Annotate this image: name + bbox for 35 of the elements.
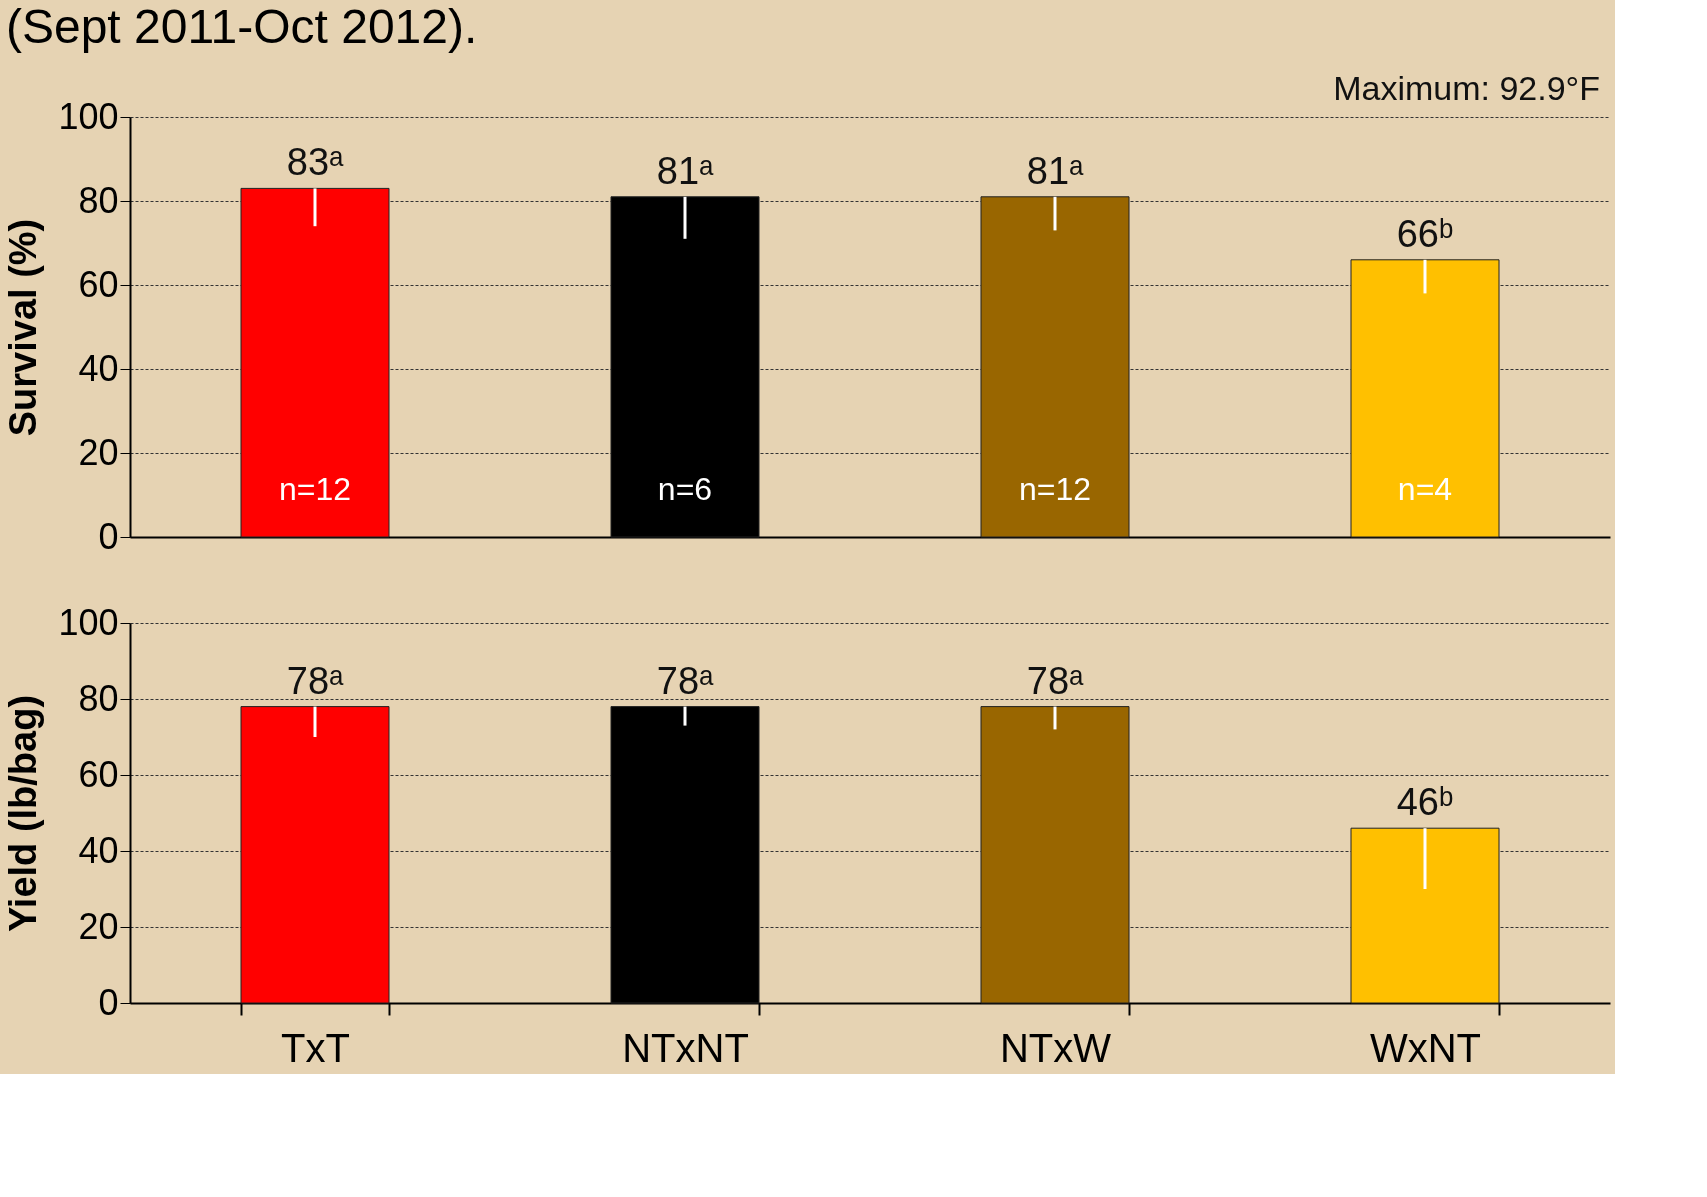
data-label: 66ᵇ (1396, 212, 1454, 255)
data-label: 78ᵃ (656, 659, 715, 702)
data-label: 78ᵃ (1026, 659, 1085, 702)
y-axis-title: Yield (lb/bag) (2, 694, 45, 933)
x-tick-label: TxT (281, 1025, 350, 1070)
annotation: n=4 (1397, 471, 1453, 507)
y-tick-label: 80 (78, 677, 119, 719)
annotation: n=6 (657, 471, 713, 507)
y-tick-label: 0 (98, 981, 119, 1023)
data-label: 81ᵃ (1026, 149, 1085, 192)
x-tick-label: NTxW (999, 1025, 1112, 1070)
y-axis-title: Survival (%) (2, 218, 45, 437)
y-tick-label: 100 (58, 601, 119, 643)
bar (1350, 259, 1500, 538)
y-tick-label: 60 (78, 263, 119, 305)
annotation: n=12 (1018, 471, 1092, 507)
y-tick-label: 60 (78, 753, 119, 795)
y-tick-label: 20 (78, 905, 119, 947)
y-tick-label: 40 (78, 347, 119, 389)
y-tick-label: 0 (98, 515, 119, 557)
annotation: n=12 (278, 471, 352, 507)
x-tick-label: WxNT (1369, 1025, 1482, 1070)
y-tick-label: 40 (78, 829, 119, 871)
y-tick-label: 20 (78, 431, 119, 473)
data-label: 78ᵃ (286, 659, 345, 702)
data-label: 81ᵃ (656, 149, 715, 192)
bar (980, 196, 1130, 538)
data-label: 83ᵃ (286, 141, 345, 184)
bar (240, 187, 390, 538)
x-tick-label: NTxNT (622, 1025, 749, 1070)
chart-title: (Sept 2011-Oct 2012). (5, 0, 478, 53)
text: Maximum: 92.9°F (1333, 69, 1600, 107)
data-label: 46ᵇ (1396, 781, 1454, 824)
y-tick-label: 80 (78, 179, 119, 221)
y-tick-label: 100 (58, 95, 119, 137)
